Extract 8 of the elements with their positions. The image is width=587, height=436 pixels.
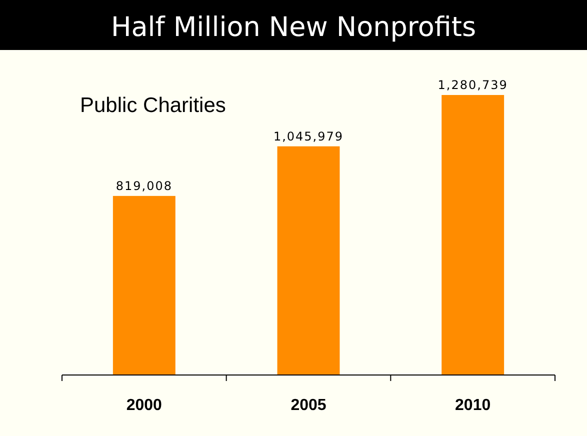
chart-subtitle: Public Charities	[80, 94, 226, 117]
x-tick-label: 2010	[455, 397, 491, 414]
data-label: 819,008	[116, 178, 172, 193]
chart-title: Half Million New Nonprofits	[110, 12, 476, 43]
data-label: 1,280,739	[438, 78, 508, 92]
data-label: 1,045,979	[273, 129, 344, 144]
x-tick-label: 2000	[126, 397, 162, 414]
x-tick-label: 2005	[290, 397, 326, 414]
